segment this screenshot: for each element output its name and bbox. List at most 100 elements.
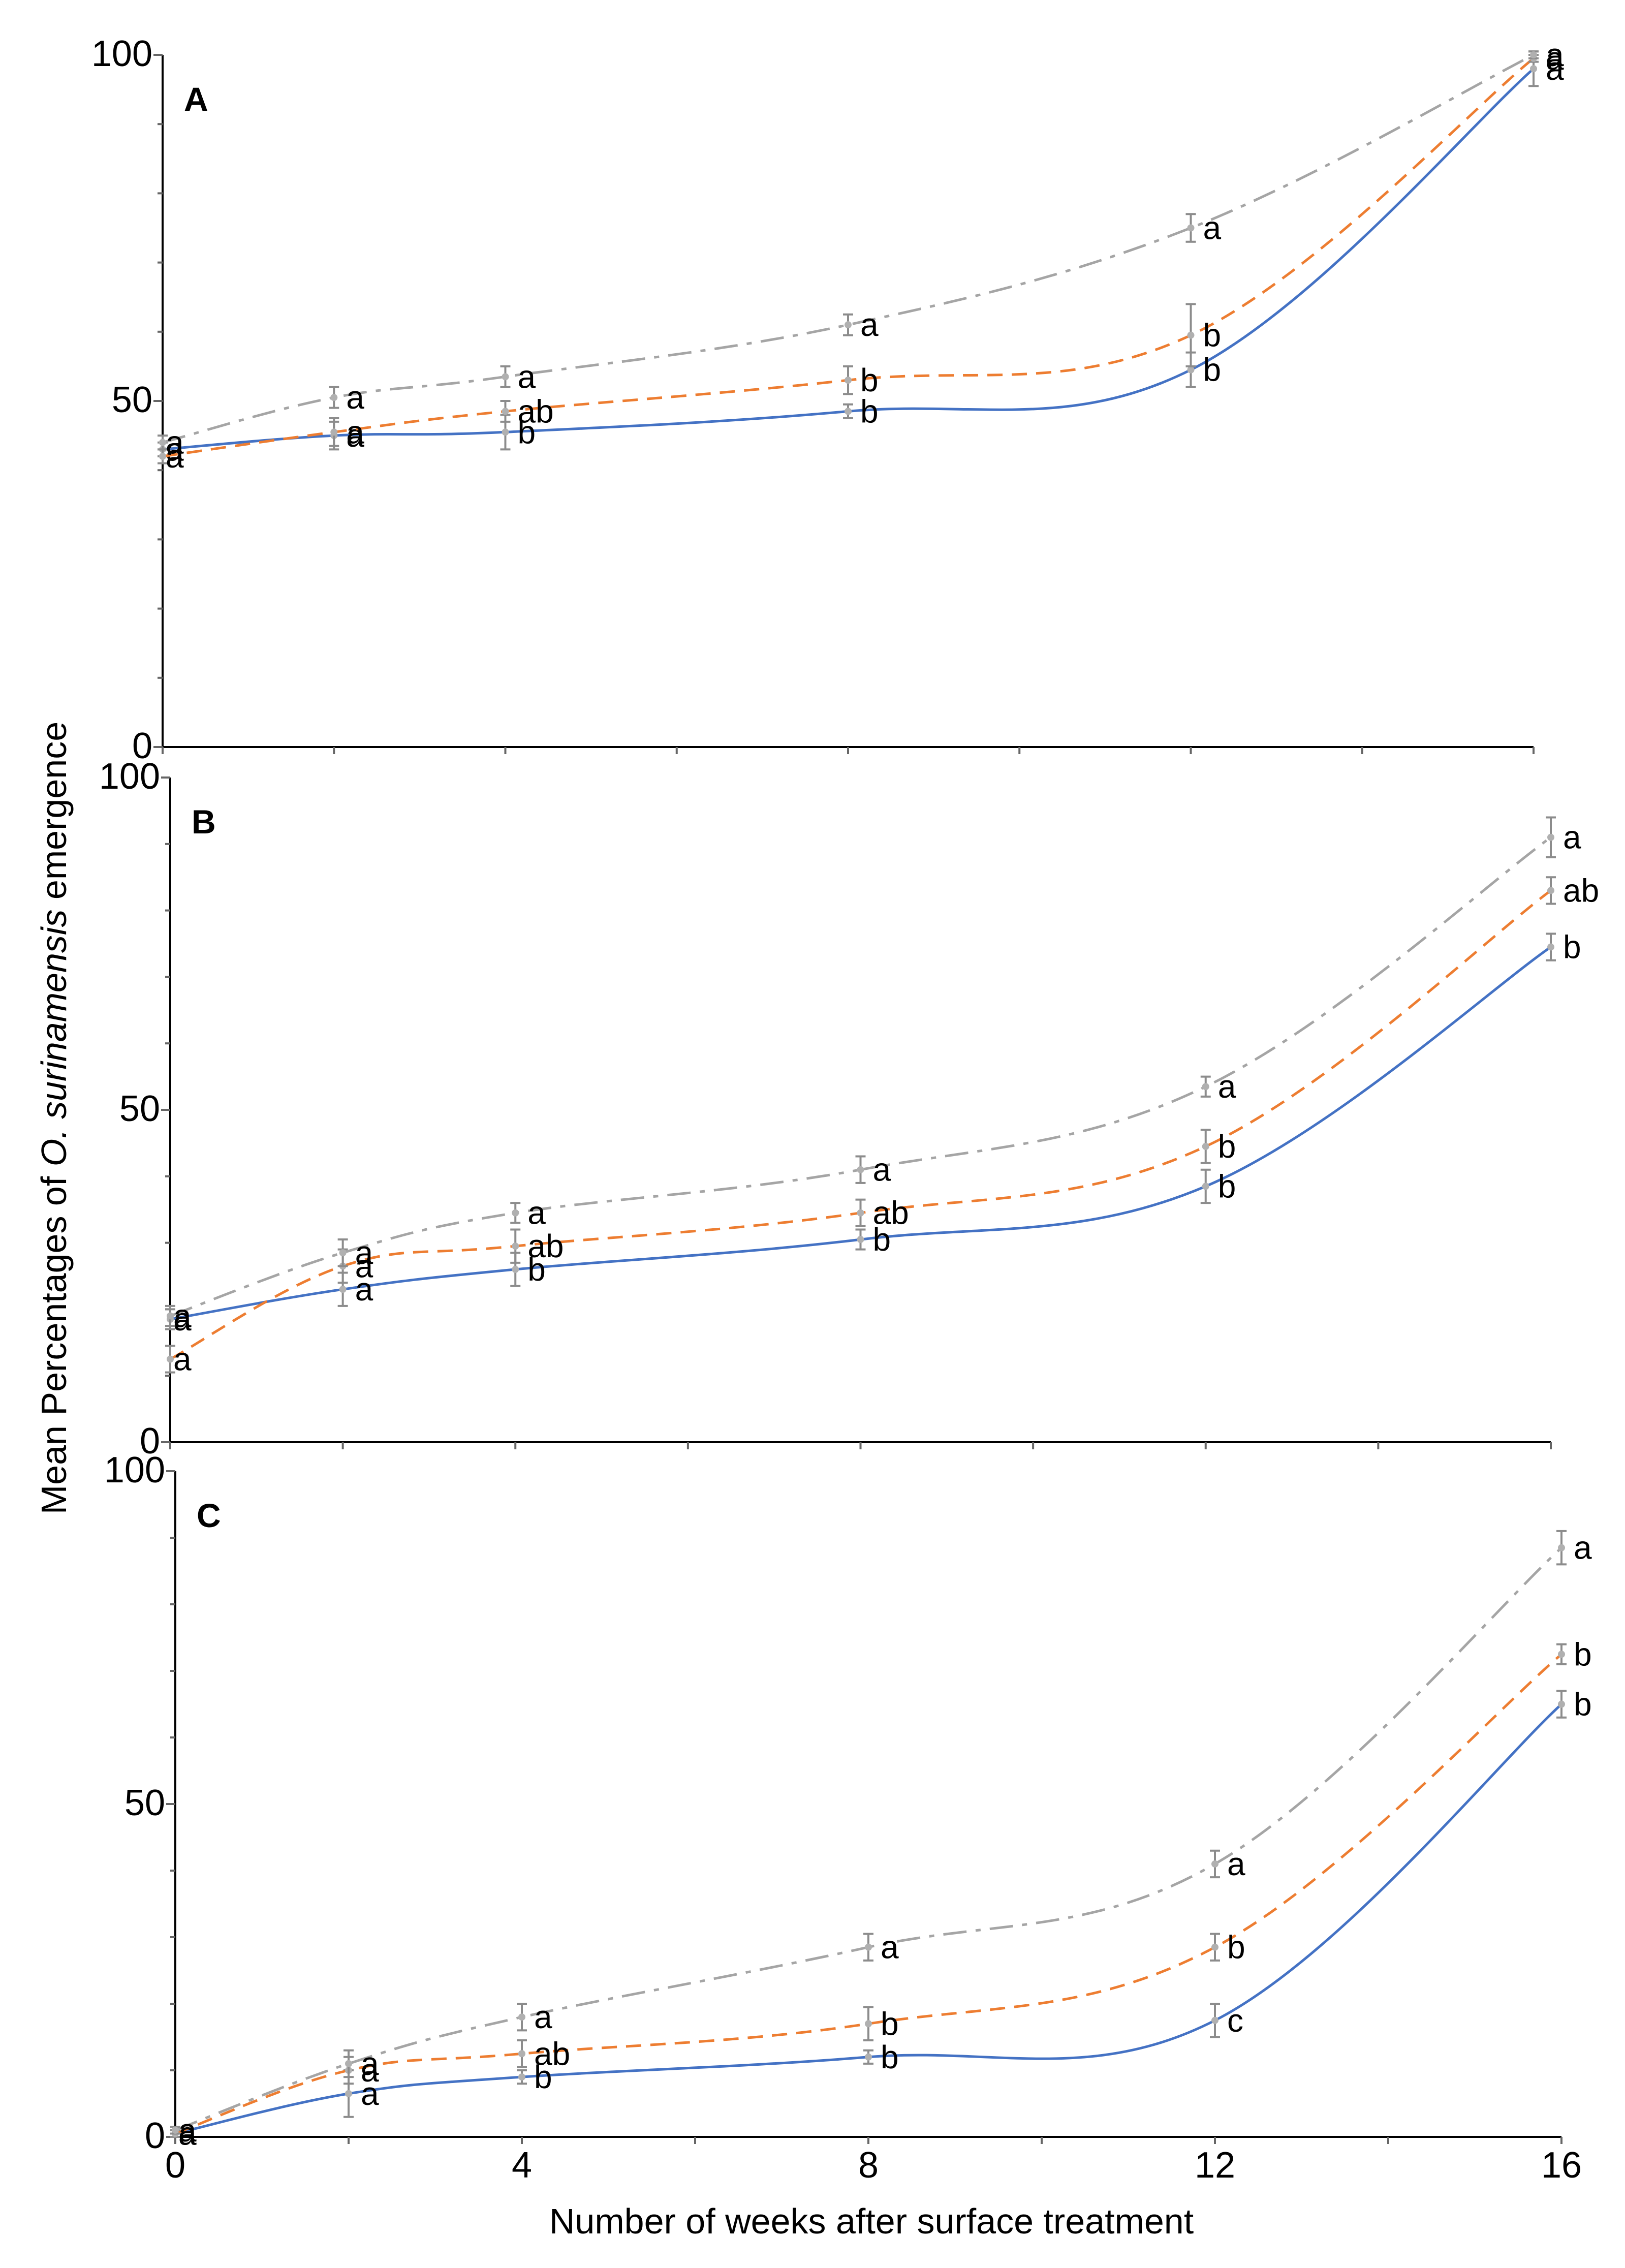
significance-label: a: [534, 1999, 552, 2035]
data-point: [1558, 1544, 1565, 1551]
significance-label: a: [178, 2115, 197, 2152]
x-axis-title: Number of weeks after surface treatment: [549, 2201, 1194, 2241]
data-point: [339, 1286, 347, 1293]
panel-letter: C: [197, 1497, 221, 1534]
data-point: [345, 2060, 352, 2067]
significance-label: b: [1563, 929, 1581, 966]
significance-label: ab: [518, 393, 554, 429]
significance-label: a: [355, 1234, 373, 1271]
data-point: [172, 2126, 179, 2134]
significance-label: a: [1563, 819, 1581, 856]
significance-label: ab: [873, 1195, 909, 1231]
data-point: [1547, 887, 1554, 894]
significance-label: a: [881, 1929, 899, 1966]
data-point: [512, 1242, 519, 1250]
data-point: [1187, 331, 1195, 339]
data-point: [1211, 1860, 1218, 1868]
series-line: [169, 889, 1552, 1360]
data-point: [1211, 2016, 1218, 2024]
significance-label: a: [346, 414, 364, 450]
data-point: [1187, 366, 1195, 374]
data-point: [518, 2073, 525, 2081]
data-point: [330, 428, 338, 436]
y-tick-label: 50: [124, 1783, 165, 1823]
significance-label: b: [534, 2059, 552, 2095]
significance-label: a: [173, 1301, 192, 1338]
significance-label: a: [361, 2075, 379, 2112]
series-line: [175, 1546, 1563, 2132]
data-point: [1547, 833, 1554, 841]
significance-label: a: [173, 1341, 192, 1378]
significance-label: b: [860, 362, 879, 398]
data-point: [1530, 65, 1537, 73]
y-tick-label: 50: [119, 1089, 160, 1129]
data-point: [339, 1249, 347, 1257]
significance-label: a: [355, 1271, 373, 1308]
significance-label: a: [527, 1195, 546, 1231]
significance-label: b: [860, 393, 879, 429]
y-axis-title-suffix: emergence: [34, 722, 74, 910]
panel-letter: B: [192, 803, 216, 841]
x-tick-label: 4: [512, 2145, 532, 2186]
data-point: [1558, 1651, 1565, 1658]
significance-label: ab: [534, 2035, 570, 2072]
data-point: [512, 1265, 519, 1273]
y-tick-label: 50: [112, 380, 152, 420]
data-point: [1202, 1142, 1209, 1150]
data-point: [857, 1236, 864, 1244]
x-tick-label: 8: [858, 2145, 879, 2186]
data-point: [845, 321, 852, 329]
data-point: [857, 1209, 864, 1217]
y-tick-label: 100: [104, 1450, 165, 1490]
data-point: [159, 452, 166, 460]
panel-letter: A: [184, 80, 208, 118]
y-tick-label: 0: [132, 726, 152, 766]
data-point: [518, 2013, 525, 2021]
data-point: [159, 439, 166, 446]
significance-label: ab: [1563, 872, 1599, 909]
significance-label: a: [355, 1248, 373, 1284]
significance-label: b: [1203, 317, 1222, 354]
data-point: [502, 408, 509, 415]
data-point: [857, 1166, 864, 1173]
data-point: [1211, 1943, 1218, 1951]
significance-label: a: [346, 417, 364, 454]
significance-label: a: [860, 306, 879, 343]
significance-label: b: [527, 1251, 546, 1288]
data-point: [865, 2053, 872, 2061]
x-tick-label: 16: [1541, 2145, 1582, 2186]
significance-label: a: [166, 424, 184, 461]
significance-label: a: [361, 2045, 379, 2082]
data-point: [1547, 943, 1554, 951]
y-axis-title-prefix: Mean Percentages of: [34, 1166, 74, 1514]
significance-label: b: [1203, 352, 1222, 388]
data-point: [167, 1355, 174, 1363]
significance-label: b: [1227, 1929, 1245, 1966]
series-line: [162, 57, 1535, 458]
significance-label: a: [1546, 40, 1564, 77]
y-tick-label: 100: [91, 34, 152, 74]
significance-label: a: [1203, 210, 1222, 246]
significance-label: c: [1227, 2002, 1243, 2039]
data-point: [845, 377, 852, 384]
y-tick-label: 0: [140, 1421, 160, 1462]
significance-label: a: [166, 438, 184, 475]
data-point: [1530, 51, 1537, 58]
y-tick-label: 0: [145, 2116, 165, 2156]
significance-label: a: [178, 2112, 197, 2149]
significance-label: a: [1574, 1530, 1592, 1566]
data-point: [518, 2050, 525, 2058]
significance-label: b: [1574, 1636, 1592, 1672]
x-tick-label: 0: [165, 2145, 185, 2186]
y-tick-label: 100: [99, 756, 160, 797]
significance-label: b: [881, 2005, 899, 2042]
significance-label: a: [873, 1152, 891, 1188]
